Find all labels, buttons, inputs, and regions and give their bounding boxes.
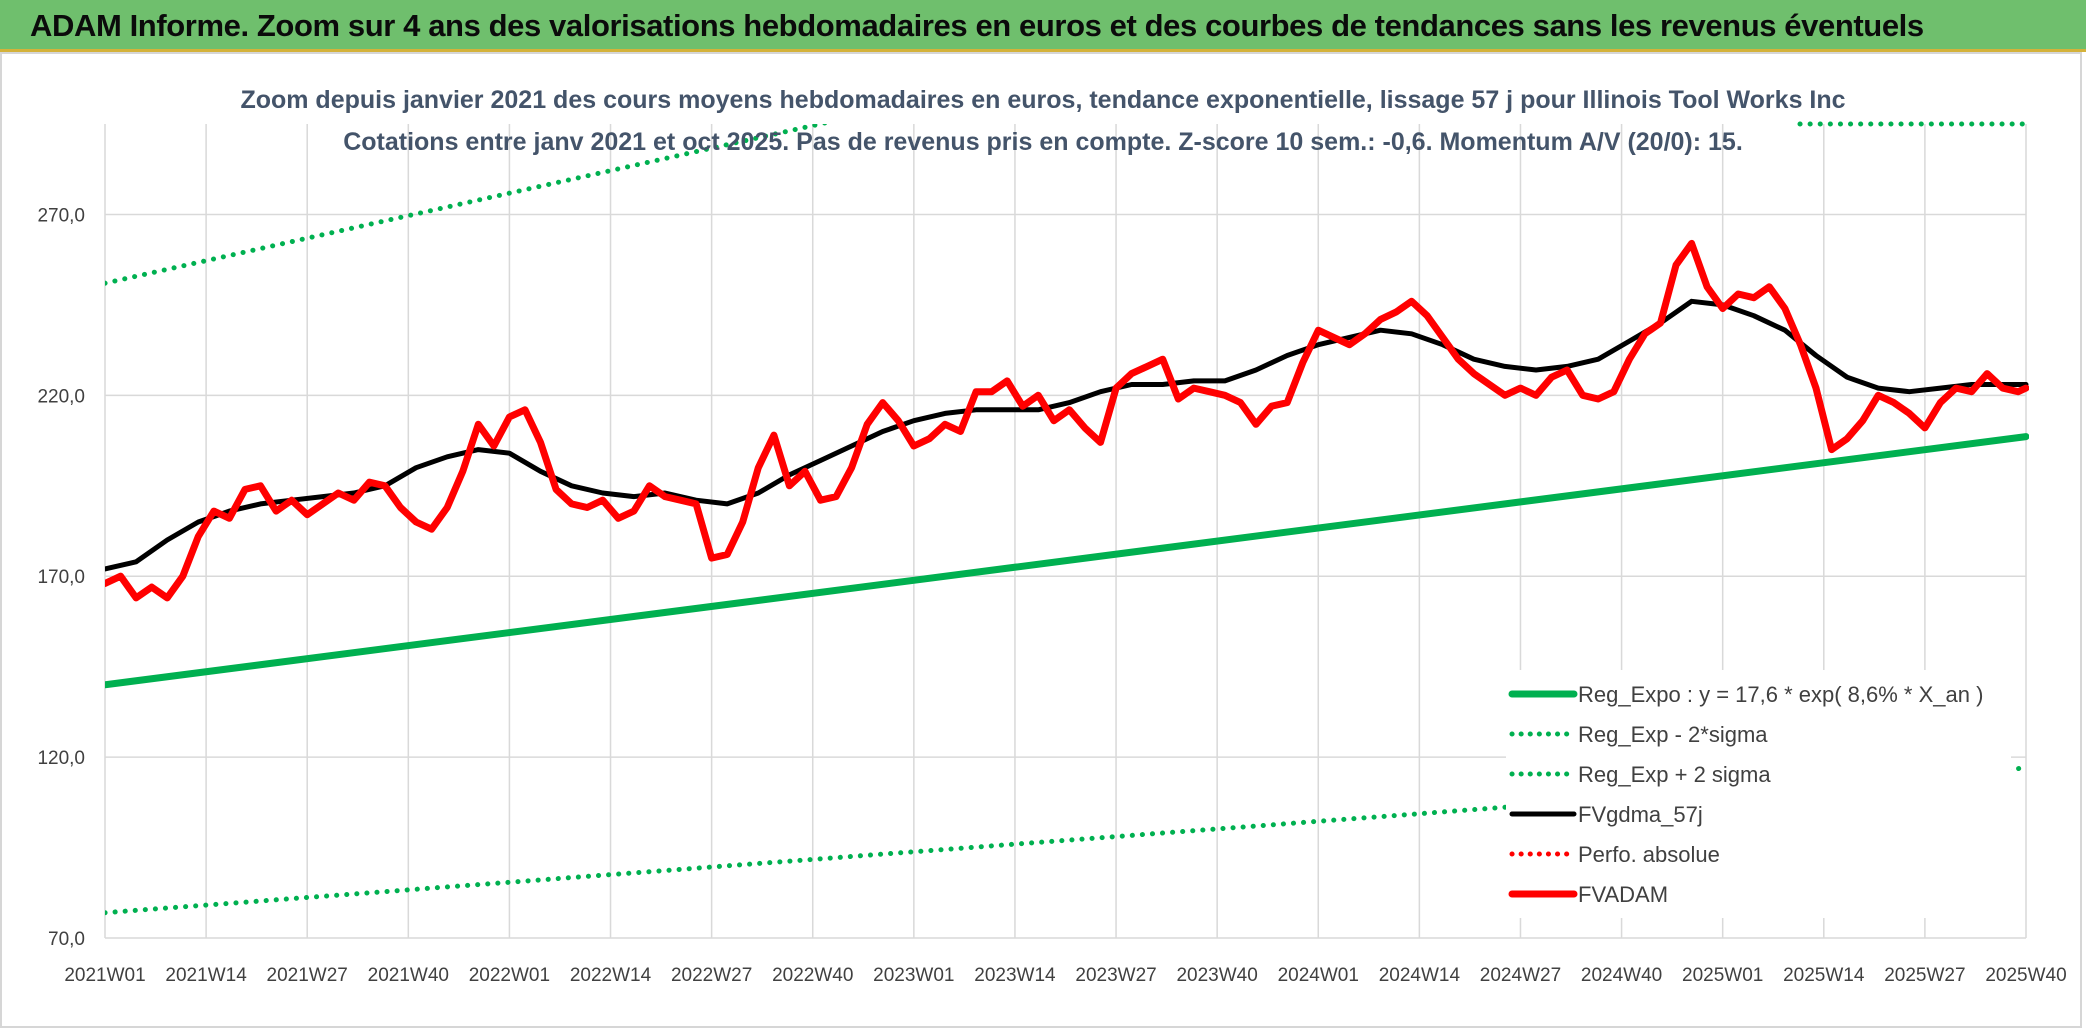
x-tick-label: 2025W40 xyxy=(1985,965,2066,986)
y-tick-label: 70,0 xyxy=(48,929,85,950)
x-tick-label: 2024W40 xyxy=(1581,965,1662,986)
series-reg-expo xyxy=(105,433,2029,689)
legend-label-adam: FVADAM xyxy=(1578,882,1668,907)
x-tick-label: 2021W01 xyxy=(64,965,145,986)
x-tick-label: 2022W27 xyxy=(671,965,752,986)
series-fvadam xyxy=(105,239,2029,602)
legend: Reg_Expo : y = 17,6 * exp( 8,6% * X_an )… xyxy=(1506,670,2011,918)
chart-frame xyxy=(0,52,2082,1028)
x-tick-label: 2025W01 xyxy=(1682,965,1763,986)
series-fvgdma-57j xyxy=(105,298,2029,572)
report-title: ADAM Informe. Zoom sur 4 ans des valoris… xyxy=(30,8,1924,43)
x-tick-label: 2022W40 xyxy=(772,965,853,986)
legend-label-perfo: Perfo. absolue xyxy=(1578,842,1720,867)
y-tick-label: 220,0 xyxy=(37,386,85,407)
y-axis-ticks: 70,0 120,0 170,0 220,0 270,0 xyxy=(37,205,85,950)
x-tick-label: 2025W27 xyxy=(1884,965,1965,986)
x-tick-label: 2023W14 xyxy=(974,965,1056,986)
grid-layer xyxy=(104,124,2027,939)
series-reg-plus-2sigma xyxy=(105,124,832,286)
y-tick-label: 270,0 xyxy=(37,205,85,226)
legend-background xyxy=(1506,670,2011,918)
legend-label-reg: Reg_Expo : y = 17,6 * exp( 8,6% * X_an ) xyxy=(1578,682,1983,707)
x-tick-label: 2023W27 xyxy=(1075,965,1156,986)
x-tick-label: 2022W01 xyxy=(469,965,550,986)
x-tick-label: 2023W40 xyxy=(1176,965,1257,986)
legend-label-low: Reg_Exp - 2*sigma xyxy=(1578,722,1768,747)
x-tick-label: 2025W14 xyxy=(1783,965,1865,986)
report-banner: ADAM Informe. Zoom sur 4 ans des valoris… xyxy=(0,0,2086,52)
legend-label-gdma: FVgdma_57j xyxy=(1578,802,1703,827)
x-tick-label: 2021W40 xyxy=(368,965,449,986)
x-tick-label: 2021W14 xyxy=(165,965,247,986)
x-tick-label: 2023W01 xyxy=(873,965,954,986)
x-tick-label: 2024W14 xyxy=(1379,965,1461,986)
chart-title-line2: Cotations entre janv 2021 et oct 2025. P… xyxy=(343,128,1743,156)
x-tick-label: 2024W01 xyxy=(1278,965,1359,986)
chart-title-line1: Zoom depuis janvier 2021 des cours moyen… xyxy=(240,86,1845,114)
x-tick-label: 2021W27 xyxy=(267,965,348,986)
x-tick-label: 2024W27 xyxy=(1480,965,1561,986)
legend-label-up: Reg_Exp + 2 sigma xyxy=(1578,762,1771,787)
y-tick-label: 120,0 xyxy=(37,748,85,769)
y-tick-label: 170,0 xyxy=(37,567,85,588)
x-axis-ticks: 2021W01 2021W14 2021W27 2021W40 2022W01 2022W… xyxy=(64,965,2066,986)
x-tick-label: 2022W14 xyxy=(570,965,652,986)
